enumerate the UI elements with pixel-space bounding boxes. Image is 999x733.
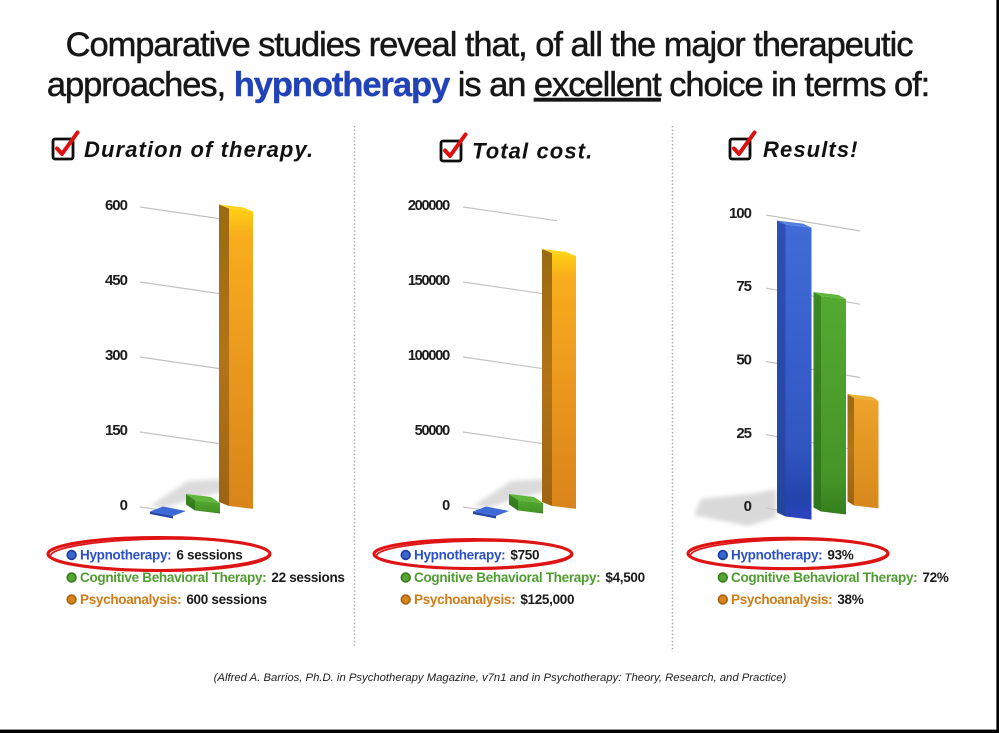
svg-text:450: 450 — [105, 272, 128, 289]
svg-text:100: 100 — [729, 205, 752, 222]
svg-text:50: 50 — [736, 352, 751, 369]
svg-text:Hypnotherapy:93%: Hypnotherapy: 93% — [731, 548, 854, 563]
svg-text:Cognitive Behavioral Therapy:2: Cognitive Behavioral Therapy: 22 sessions — [80, 570, 345, 585]
svg-text:300: 300 — [105, 347, 128, 364]
svg-text:Hypnotherapy:$750: Hypnotherapy: $750 — [414, 548, 539, 563]
svg-text:Psychoanalysis:600 sessions: Psychoanalysis: 600 sessions — [80, 592, 267, 607]
svg-text:(Alfred A. Barrios, Ph.D. in P: (Alfred A. Barrios, Ph.D. in Psychothera… — [214, 672, 787, 684]
svg-text:Psychoanalysis:38%: Psychoanalysis: 38% — [731, 592, 864, 607]
svg-text:Results!: Results! — [763, 137, 859, 162]
svg-text:25: 25 — [736, 425, 751, 442]
svg-text:approaches, hypnotherapy is an: approaches, hypnotherapy is an excellent… — [47, 66, 929, 104]
svg-text:600: 600 — [105, 197, 128, 214]
svg-text:75: 75 — [736, 278, 751, 295]
svg-text:Duration of therapy.: Duration of therapy. — [84, 137, 314, 162]
svg-text:Total cost.: Total cost. — [472, 139, 593, 164]
svg-text:Comparative studies reveal tha: Comparative studies reveal that, of all … — [66, 26, 914, 64]
svg-text:150: 150 — [105, 422, 128, 439]
svg-text:Cognitive Behavioral Therapy:$: Cognitive Behavioral Therapy: $4,500 — [414, 570, 645, 585]
svg-text:Hypnotherapy:6 sessions: Hypnotherapy: 6 sessions — [80, 548, 242, 563]
svg-text:150000: 150000 — [408, 273, 450, 289]
svg-text:200000: 200000 — [408, 198, 450, 214]
svg-text:0: 0 — [120, 497, 128, 514]
svg-text:50000: 50000 — [415, 423, 450, 439]
svg-text:Psychoanalysis:$125,000: Psychoanalysis: $125,000 — [414, 592, 574, 607]
svg-text:Cognitive Behavioral Therapy:7: Cognitive Behavioral Therapy: 72% — [731, 570, 949, 585]
svg-text:100000: 100000 — [408, 348, 450, 364]
svg-text:0: 0 — [442, 498, 450, 514]
svg-text:0: 0 — [744, 498, 752, 515]
